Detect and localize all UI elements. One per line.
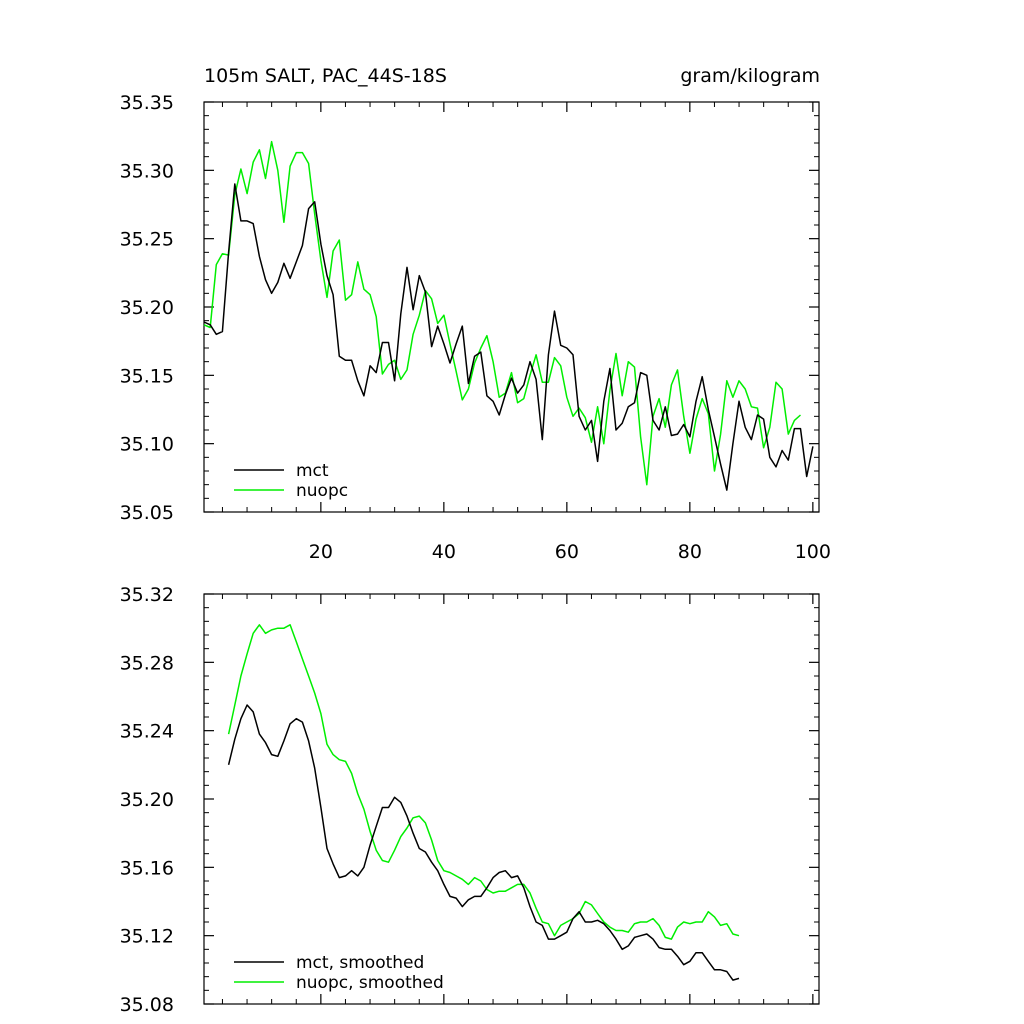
top-y-tick-label: 35.35 <box>120 92 174 114</box>
top-series-mct <box>203 183 814 491</box>
bottom-y-tick-label: 35.32 <box>120 584 174 606</box>
legend-label-nuopc: nuopc <box>296 481 348 501</box>
bottom-y-tick-label: 35.28 <box>120 652 174 674</box>
bottom-series-nuopc-smoothed <box>227 624 740 940</box>
top-x-tick-label: 100 <box>795 541 831 563</box>
legend-label-mct: mct <box>296 461 329 481</box>
top-legend: mct nuopc <box>234 461 348 501</box>
top-series-nuopc <box>203 140 801 486</box>
top-x-tick-label: 40 <box>432 541 456 563</box>
top-y-tick-label: 35.10 <box>120 434 174 456</box>
bottom-y-tick-label: 35.24 <box>120 721 174 743</box>
top-y-tick-label: 35.15 <box>120 365 174 387</box>
bottom-y-tick-label: 35.16 <box>120 857 174 879</box>
bottom-legend: mct, smoothed nuopc, smoothed <box>234 953 444 993</box>
bottom-y-tick-label: 35.20 <box>120 789 174 811</box>
top-chart-title: 105m SALT, PAC_44S-18S <box>204 65 447 87</box>
top-x-tick-label: 20 <box>309 541 333 563</box>
legend-label-nuopc-smoothed: nuopc, smoothed <box>296 973 444 993</box>
bottom-series-mct-smoothed <box>227 704 740 981</box>
bottom-plot-frame <box>203 593 820 1005</box>
top-y-tick-label: 35.20 <box>120 297 174 319</box>
top-y-tick-label: 35.05 <box>120 502 174 524</box>
legend-label-mct-smoothed: mct, smoothed <box>296 953 424 973</box>
top-x-tick-label: 80 <box>678 541 702 563</box>
top-plot-frame <box>203 101 820 513</box>
top-chart-units: gram/kilogram <box>680 65 820 87</box>
top-x-tick-label: 60 <box>555 541 579 563</box>
top-y-tick-label: 35.25 <box>120 229 174 251</box>
bottom-y-tick-label: 35.08 <box>120 994 174 1016</box>
bottom-y-tick-label: 35.12 <box>120 926 174 948</box>
top-y-tick-label: 35.30 <box>120 160 174 182</box>
